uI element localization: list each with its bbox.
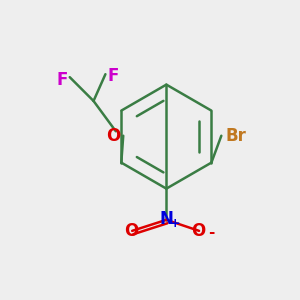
Text: O: O bbox=[106, 127, 121, 145]
Text: O: O bbox=[191, 222, 205, 240]
Text: O: O bbox=[124, 222, 138, 240]
Text: -: - bbox=[208, 225, 215, 240]
Text: Br: Br bbox=[225, 127, 246, 145]
Text: F: F bbox=[57, 70, 68, 88]
Text: N: N bbox=[159, 210, 173, 228]
Text: F: F bbox=[107, 67, 118, 85]
Text: +: + bbox=[170, 217, 181, 230]
